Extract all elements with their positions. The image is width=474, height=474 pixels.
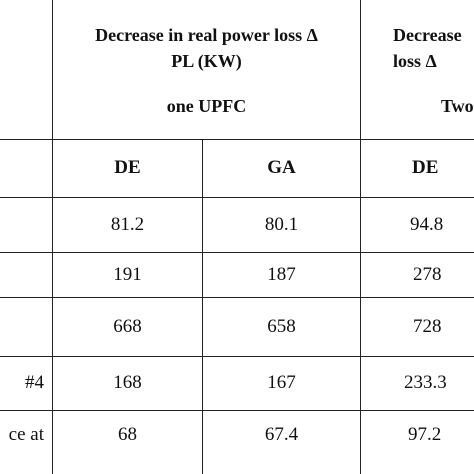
table-cell: 191 — [113, 263, 142, 285]
table-rule — [360, 0, 361, 474]
one-upfc-subtitle: one UPFC — [166, 95, 247, 116]
two-upfc-title: Decrease loss Δ — [393, 25, 462, 72]
one-upfc-header: Decrease in real power loss Δ PL (KW) on… — [53, 0, 360, 139]
table-cell: 278 — [413, 263, 442, 285]
row-label — [0, 298, 52, 356]
table-rule — [0, 139, 474, 140]
one-upfc-title: Decrease in real power loss Δ PL (KW) — [95, 25, 318, 72]
row-label — [0, 198, 52, 252]
table-rule — [0, 410, 474, 411]
table-cell: 168 — [113, 372, 142, 394]
table-cell: 668 — [113, 315, 142, 337]
table-rule — [0, 297, 474, 298]
table-cell: 81.2 — [110, 213, 145, 235]
two-upfc-header: Decrease loss Δ Two — [361, 0, 474, 139]
table-cell: 97.2 — [408, 423, 442, 445]
subheader-ga: GA — [267, 157, 296, 179]
table-rule — [202, 139, 203, 474]
table-cell: 728 — [413, 315, 442, 337]
table-rule — [0, 356, 474, 357]
table-cell: 67.4 — [264, 423, 299, 445]
table-cell: 187 — [267, 263, 296, 285]
table-cell: 94.8 — [410, 213, 444, 235]
table-rule — [0, 252, 474, 253]
subheader-de-two: DE — [412, 157, 439, 179]
row-label: #4 — [25, 372, 44, 394]
table-rule — [52, 0, 53, 474]
table-cell: 80.1 — [264, 213, 299, 235]
table-cell: 233.3 — [404, 372, 447, 394]
table-rule — [0, 197, 474, 198]
two-upfc-subtitle: Two — [441, 95, 474, 116]
table-cell: 167 — [267, 372, 296, 394]
table-cell: 68 — [118, 423, 137, 445]
subheader-de: DE — [114, 157, 141, 179]
table-cell: 658 — [267, 315, 296, 337]
row-label: ce at — [8, 423, 44, 445]
row-label — [0, 253, 52, 297]
